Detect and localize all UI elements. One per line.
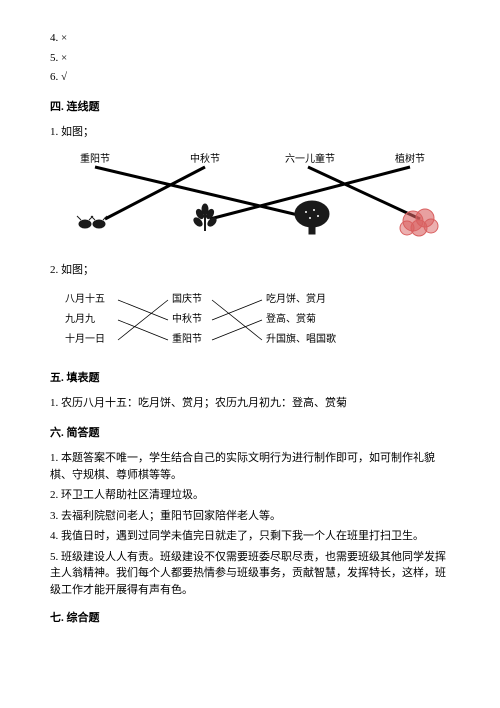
section-4-title: 四. 连线题: [50, 99, 450, 117]
answer-4: 4. ×: [50, 30, 450, 48]
q2-label: 2. 如图；: [50, 262, 450, 280]
svg-text:重阳节: 重阳节: [172, 332, 202, 345]
short-answer-item: 4. 我值日时，遇到过同学未值完日就走了，只剩下我一个人在班里打扫卫生。: [50, 528, 450, 545]
matching-figure-1: 重阳节中秋节六一儿童节植树节: [50, 152, 450, 242]
svg-text:登高、赏菊: 登高、赏菊: [266, 312, 316, 325]
short-answer-item: 1. 本题答案不唯一，学生结合自己的实际文明行为进行制作即可，如可制作礼貌棋、守…: [50, 450, 450, 483]
q1-label: 1. 如图；: [50, 124, 450, 142]
section-7-title: 七. 综合题: [50, 610, 450, 628]
short-answer-item: 5. 班级建设人人有责。班级建设不仅需要班委尽职尽责，也需要班级其他同学发挥主人…: [50, 549, 450, 599]
fill-answer-1: 1. 农历八月十五：吃月饼、赏月；农历九月初九：登高、赏菊: [50, 395, 450, 413]
section-5-title: 五. 填表题: [50, 370, 450, 388]
answer-6: 6. √: [50, 69, 450, 87]
svg-text:吃月饼、赏月: 吃月饼、赏月: [266, 292, 326, 305]
svg-text:八月十五: 八月十五: [65, 292, 105, 305]
svg-text:十月一日: 十月一日: [65, 332, 105, 345]
short-answer-item: 3. 去福利院慰问老人；重阳节回家陪伴老人等。: [50, 508, 450, 525]
section-6-title: 六. 简答题: [50, 425, 450, 443]
svg-text:国庆节: 国庆节: [172, 292, 202, 305]
short-answer-item: 2. 环卫工人帮助社区清理垃圾。: [50, 487, 450, 504]
short-answers: 1. 本题答案不唯一，学生结合自己的实际文明行为进行制作即可，如可制作礼貌棋、守…: [50, 450, 450, 598]
top-answers: 4. × 5. × 6. √: [50, 30, 450, 87]
answer-5: 5. ×: [50, 50, 450, 68]
svg-text:中秋节: 中秋节: [172, 312, 202, 325]
matching-figure-2: 八月十五九月九十月一日 国庆节中秋节重阳节 吃月饼、赏月登高、赏菊升国旗、唱国歌: [50, 290, 390, 350]
svg-text:九月九: 九月九: [65, 313, 95, 325]
svg-text:升国旗、唱国歌: 升国旗、唱国歌: [266, 332, 336, 345]
